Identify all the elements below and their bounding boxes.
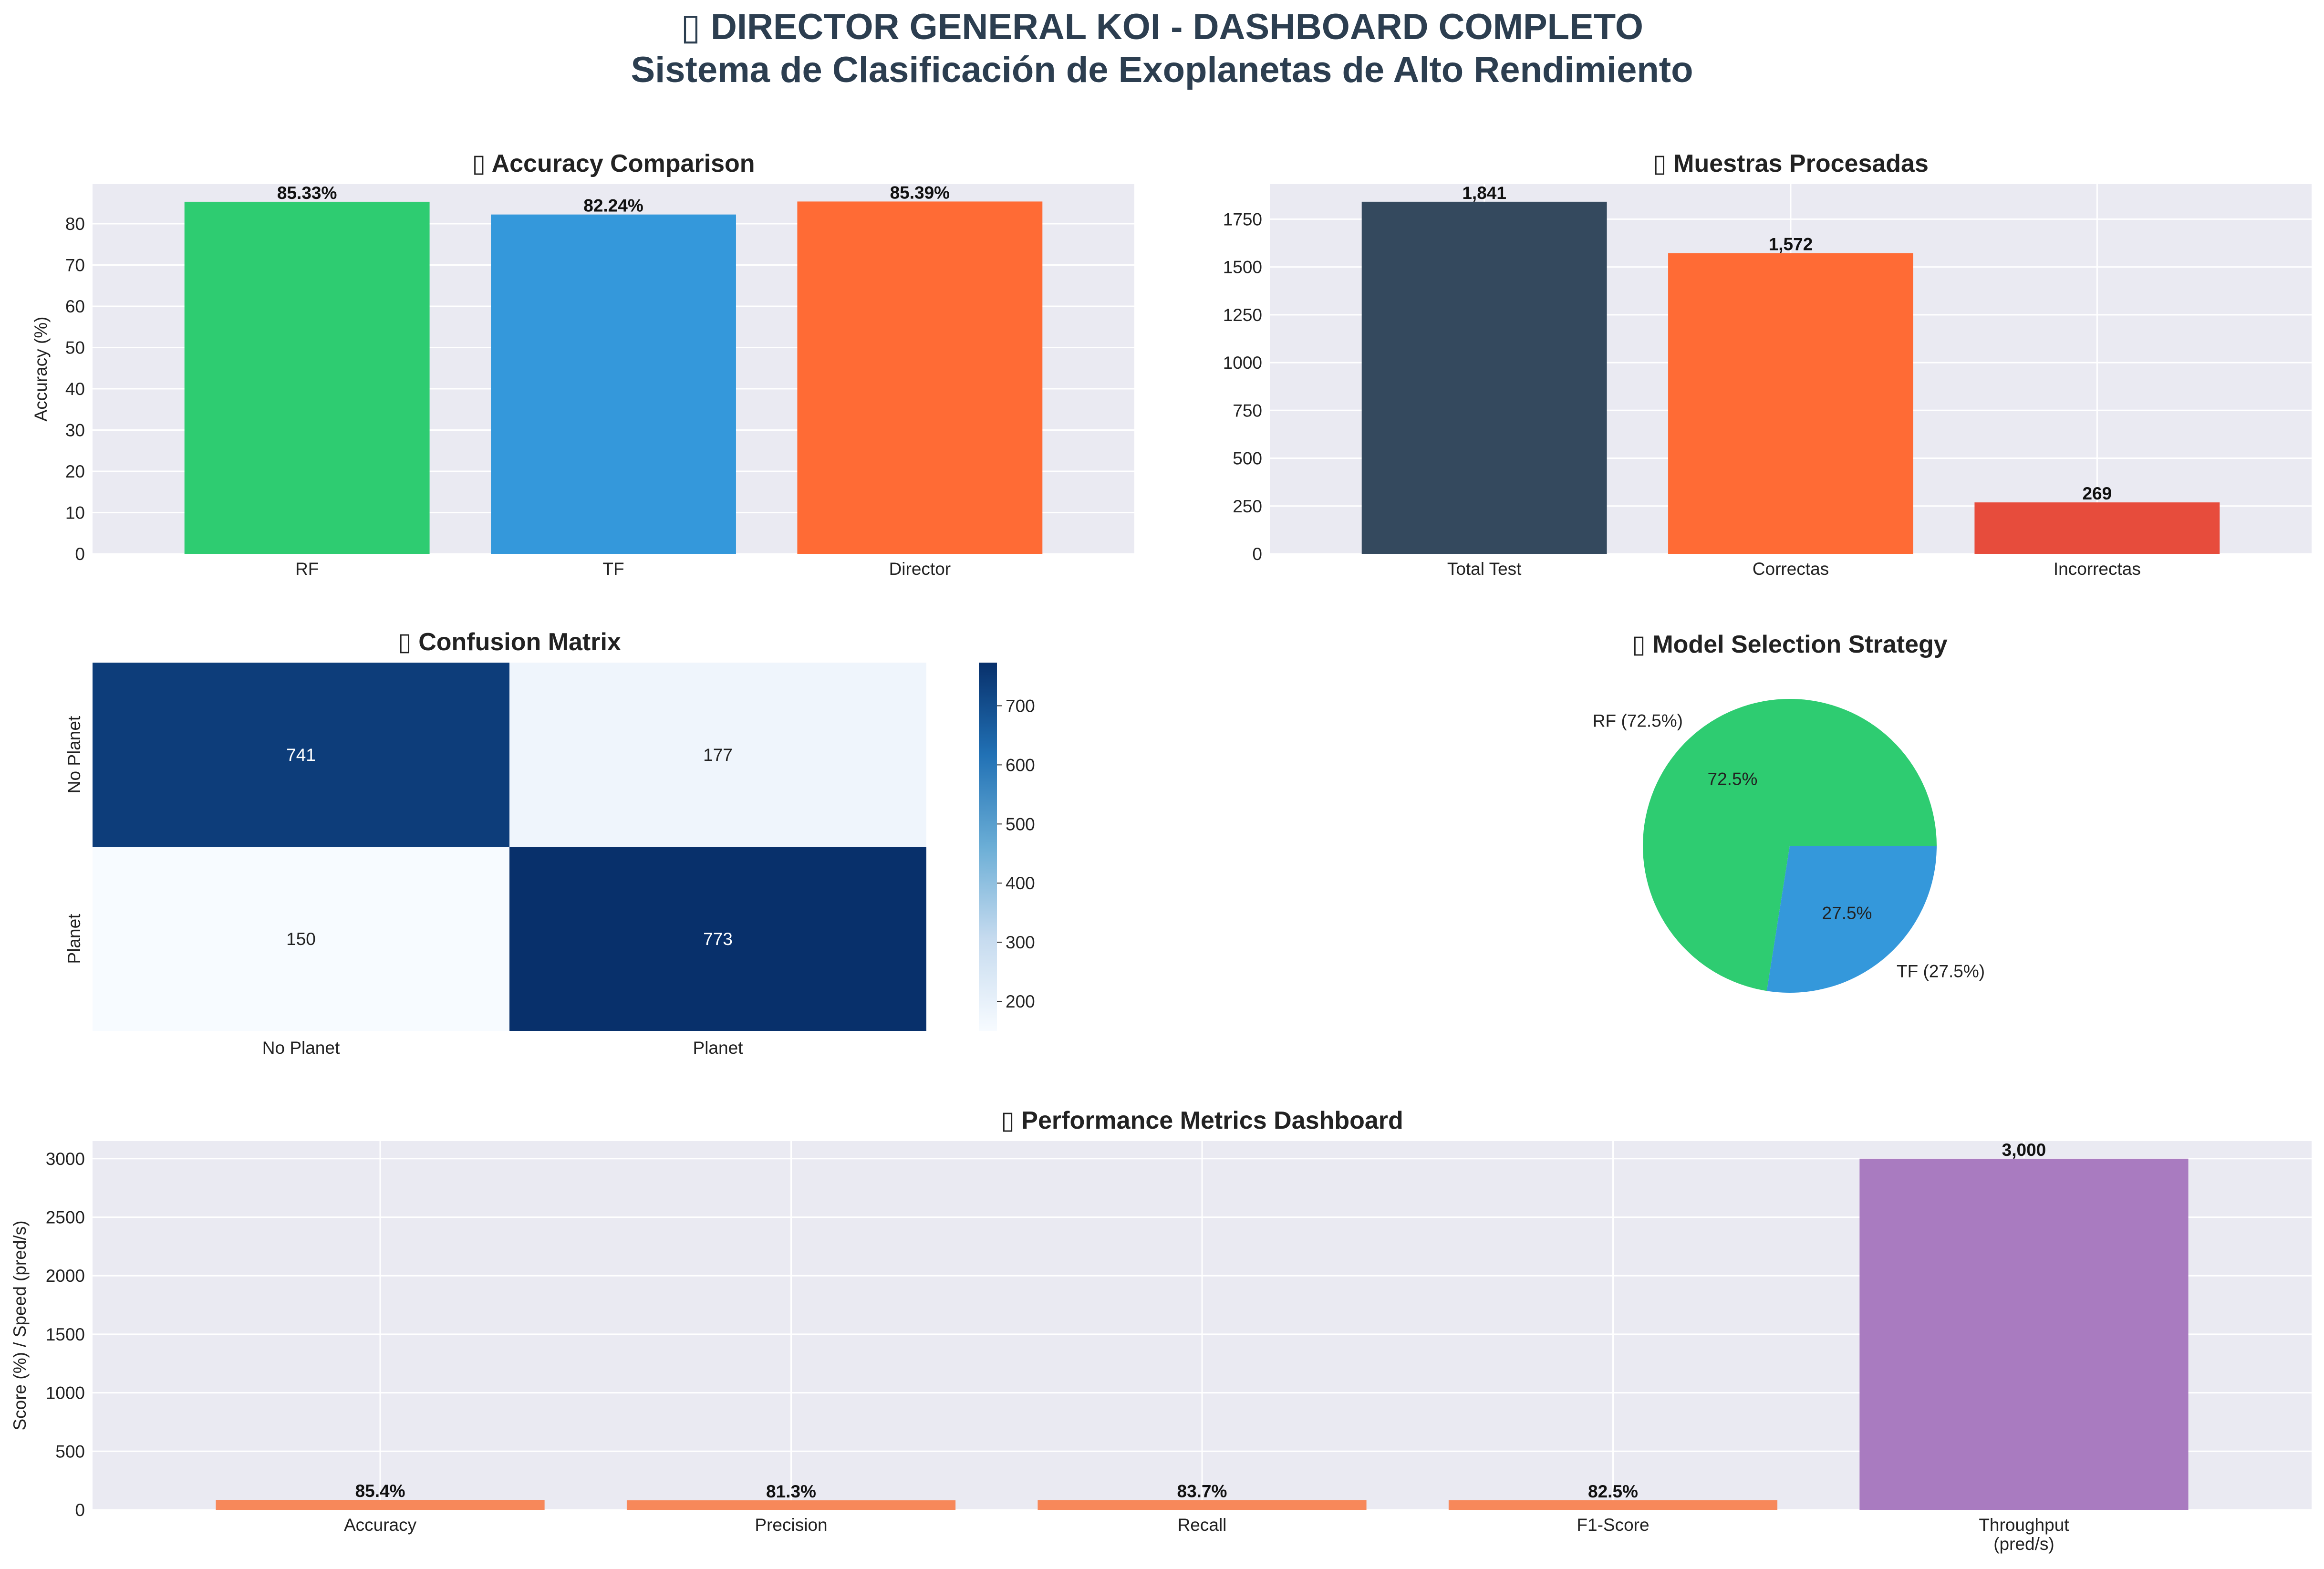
colorbar-tick-label: 400 <box>1006 873 1035 893</box>
samples-processed-chart: 1,841 Total Test 1,572 Correctas 269 Incorrec… <box>1223 150 2312 579</box>
chart-title: ▯ Accuracy Comparison <box>472 150 755 177</box>
colorbar-tick-label: 600 <box>1006 755 1035 775</box>
y-tick-label: 250 <box>1233 497 1262 516</box>
colorbar-tick-label: 700 <box>1006 696 1035 716</box>
y-tick-label: 3000 <box>46 1149 85 1169</box>
x-tick-label: Recall <box>1178 1515 1227 1535</box>
y-tick-label: 0 <box>75 1500 85 1520</box>
bar-rf <box>184 201 430 554</box>
confusion-cell <box>509 847 926 1031</box>
y-tick-label: 1500 <box>46 1325 85 1344</box>
x-tick-label: Accuracy <box>344 1515 417 1535</box>
x-tick-label: Precision <box>755 1515 827 1535</box>
bar-value-label: 3,000 <box>2002 1140 2046 1160</box>
y-tick-label: 70 <box>65 256 85 275</box>
bar-value-label: 82.5% <box>1588 1482 1638 1501</box>
x-tick-label: Throughput <box>1979 1515 2069 1535</box>
chart-title: ▯ Model Selection Strategy <box>1632 631 1948 658</box>
y-tick-label: No Planet <box>64 716 84 793</box>
bar-value-label: 269 <box>2082 484 2112 503</box>
x-tick-label: Correctas <box>1753 559 1829 579</box>
y-tick-label: 750 <box>1233 401 1262 420</box>
dashboard-title-line2: Sistema de Clasificación de Exoplanetas … <box>631 50 1693 90</box>
y-tick-label: 1000 <box>1223 353 1262 373</box>
bar-value-label: 85.39% <box>890 183 950 202</box>
bar-throughput-pred-s <box>1859 1158 2189 1510</box>
bar-value-label: 1,841 <box>1462 183 1506 203</box>
chart-title: ▯ Confusion Matrix <box>398 628 621 656</box>
performance-metrics-chart: 85.4% Accuracy 81.3% Precision 83.7% Recall 82… <box>10 1107 2312 1554</box>
x-tick-label: F1-Score <box>1577 1515 1649 1535</box>
y-tick-label: 0 <box>1252 544 1262 564</box>
pie-slice-rf-72-5 <box>1643 698 1937 991</box>
y-tick-label: 1500 <box>1223 258 1262 277</box>
y-tick-label: 10 <box>65 503 85 523</box>
colorbar-tick-label: 500 <box>1006 814 1035 834</box>
colorbar-tick-label: 300 <box>1006 933 1035 952</box>
confusion-cell-value: 741 <box>286 745 316 765</box>
bar-correctas <box>1668 253 1913 554</box>
bar-precision <box>626 1500 956 1510</box>
x-tick-label: No Planet <box>262 1038 340 1058</box>
x-tick-label: Planet <box>693 1038 744 1058</box>
colorbar <box>979 663 997 1031</box>
chart-title: ▯ Muestras Procesadas <box>1653 150 1929 177</box>
y-tick-label: 2500 <box>46 1208 85 1227</box>
x-tick-label: Total Test <box>1447 559 1522 579</box>
dashboard-title-line1: ▯ DIRECTOR GENERAL KOI - DASHBOARD COMPL… <box>681 7 1643 47</box>
bar-value-label: 83.7% <box>1177 1481 1227 1501</box>
y-tick-label: 40 <box>65 379 85 399</box>
x-tick-label: Director <box>889 559 951 579</box>
y-tick-label: 50 <box>65 338 85 358</box>
bar-tf <box>491 214 736 554</box>
bar-recall <box>1038 1500 1367 1510</box>
confusion-matrix-chart: 741 177 150 773 No Planet Planet No Planet Plan… <box>64 628 1035 1058</box>
x-tick-label: TF <box>602 559 624 579</box>
confusion-cell <box>93 847 509 1031</box>
pie-slice-tf-27-5 <box>1766 846 1937 993</box>
confusion-cell-value: 773 <box>703 929 733 949</box>
y-tick-label: 80 <box>65 214 85 234</box>
y-tick-label: Planet <box>64 914 84 964</box>
y-tick-label: 1250 <box>1223 305 1262 325</box>
y-tick-label: 500 <box>1233 449 1262 468</box>
bar-value-label: 1,572 <box>1769 235 1813 254</box>
bar-value-label: 85.33% <box>277 183 337 203</box>
confusion-cell <box>93 663 509 847</box>
pie-percent-label: 72.5% <box>1708 769 1758 789</box>
y-axis-label: Score (%) / Speed (pred/s) <box>10 1220 30 1430</box>
accuracy-comparison-chart: 85.33% RF 82.24% TF 85.39% Director 0 10 20 30 40 5… <box>31 150 1134 579</box>
bar-f1-score <box>1448 1500 1778 1510</box>
confusion-cell-value: 177 <box>703 745 733 765</box>
confusion-cell <box>509 663 926 847</box>
bar-value-label: 85.4% <box>355 1481 405 1501</box>
bar-total-test <box>1361 201 1607 554</box>
pie-slice-label: TF (27.5%) <box>1897 961 1985 981</box>
confusion-cell-value: 150 <box>286 929 316 949</box>
bar-value-label: 81.3% <box>766 1482 816 1501</box>
x-tick-label: (pred/s) <box>1993 1534 2054 1554</box>
y-tick-label: 1000 <box>46 1383 85 1403</box>
bar-director <box>797 201 1043 554</box>
x-tick-label: RF <box>295 559 319 579</box>
x-tick-label: Incorrectas <box>2054 559 2141 579</box>
y-tick-label: 30 <box>65 421 85 440</box>
bar-value-label: 82.24% <box>583 196 643 216</box>
y-tick-label: 1750 <box>1223 209 1262 229</box>
y-axis-label: Accuracy (%) <box>31 317 51 422</box>
bar-accuracy <box>216 1500 545 1510</box>
y-tick-label: 60 <box>65 297 85 316</box>
pie-percent-label: 27.5% <box>1822 904 1872 923</box>
y-tick-label: 2000 <box>46 1266 85 1286</box>
y-tick-label: 20 <box>65 462 85 481</box>
colorbar-tick-label: 200 <box>1006 992 1035 1011</box>
pie-slice-label: RF (72.5%) <box>1593 711 1683 731</box>
model-selection-pie-chart: 72.5% RF (72.5%) 27.5% TF (27.5%) ▯ Model Se… <box>1593 631 1985 993</box>
bar-incorrectas <box>1974 502 2220 554</box>
y-tick-label: 0 <box>75 544 85 564</box>
y-tick-label: 500 <box>55 1442 85 1461</box>
chart-title: ▯ Performance Metrics Dashboard <box>1001 1107 1403 1134</box>
